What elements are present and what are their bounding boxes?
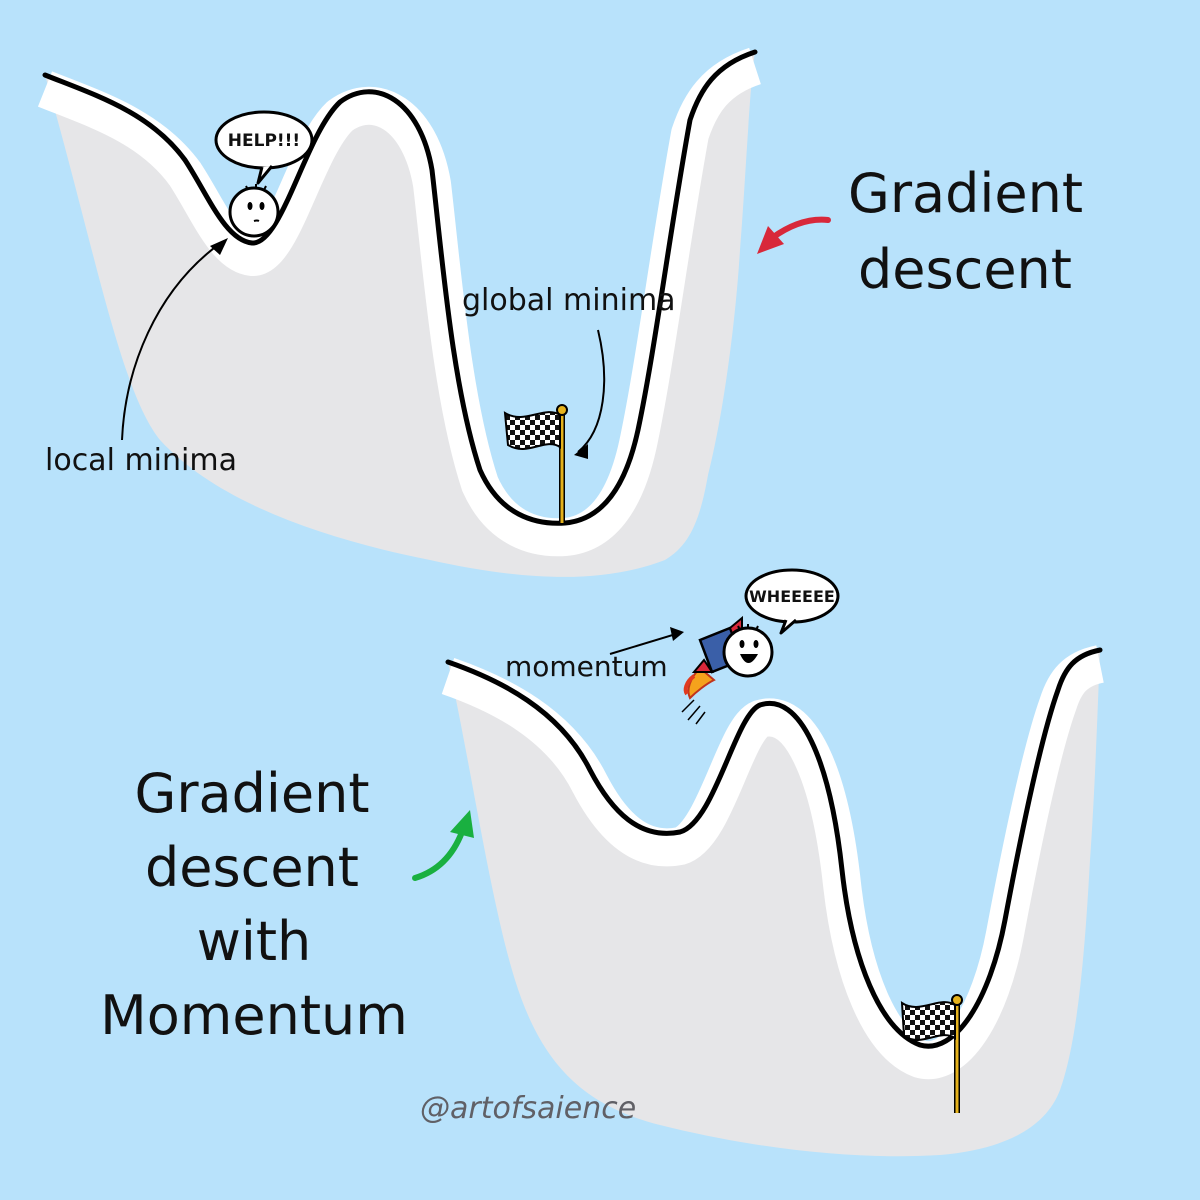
help-speech-bubble: HELP!!!: [214, 110, 314, 185]
wheee-text: WHEEEEE: [749, 587, 835, 606]
sad-ball-icon: [228, 184, 280, 238]
top-panel: HELP!!! local minima global minima Gradi…: [37, 47, 1083, 577]
help-text: HELP!!!: [228, 131, 300, 151]
momentum-arrow: [609, 633, 677, 655]
momentum-label: momentum: [505, 650, 668, 683]
global-minima-arrowhead: [574, 444, 588, 459]
bottom-landscape: [448, 650, 1100, 1157]
local-minima-arrowhead: [210, 238, 228, 255]
top-landscape-outline: [42, 49, 758, 526]
momentum-title-line3: with: [197, 910, 312, 973]
gradient-descent-title-line1: Gradient: [848, 162, 1083, 225]
wheee-speech-bubble: WHEEEEE: [744, 568, 840, 635]
local-minima-arrow: [121, 241, 223, 441]
momentum-title-line1: Gradient: [134, 762, 369, 825]
local-minima-label: local minima: [45, 443, 237, 478]
bottom-panel: WHEEEEE momentum Gradient descent with M…: [100, 568, 1105, 1157]
momentum-title-line2: descent: [145, 836, 359, 899]
red-arrow-icon: [757, 216, 831, 254]
checkered-flag-icon: [900, 994, 963, 1113]
green-arrow-icon: [412, 810, 474, 881]
happy-ball-icon: [722, 624, 774, 678]
momentum-title-line4: Momentum: [100, 984, 408, 1047]
global-minima-label: global minima: [462, 283, 676, 318]
top-landscape: [45, 52, 755, 577]
global-minima-arrow: [577, 329, 606, 453]
checkered-flag-icon: [503, 404, 568, 523]
bottom-landscape-outline: [445, 647, 1103, 1049]
momentum-arrowhead: [670, 627, 684, 641]
artist-credit: @artofsaience: [420, 1091, 636, 1126]
gradient-descent-title-line2: descent: [858, 238, 1072, 301]
